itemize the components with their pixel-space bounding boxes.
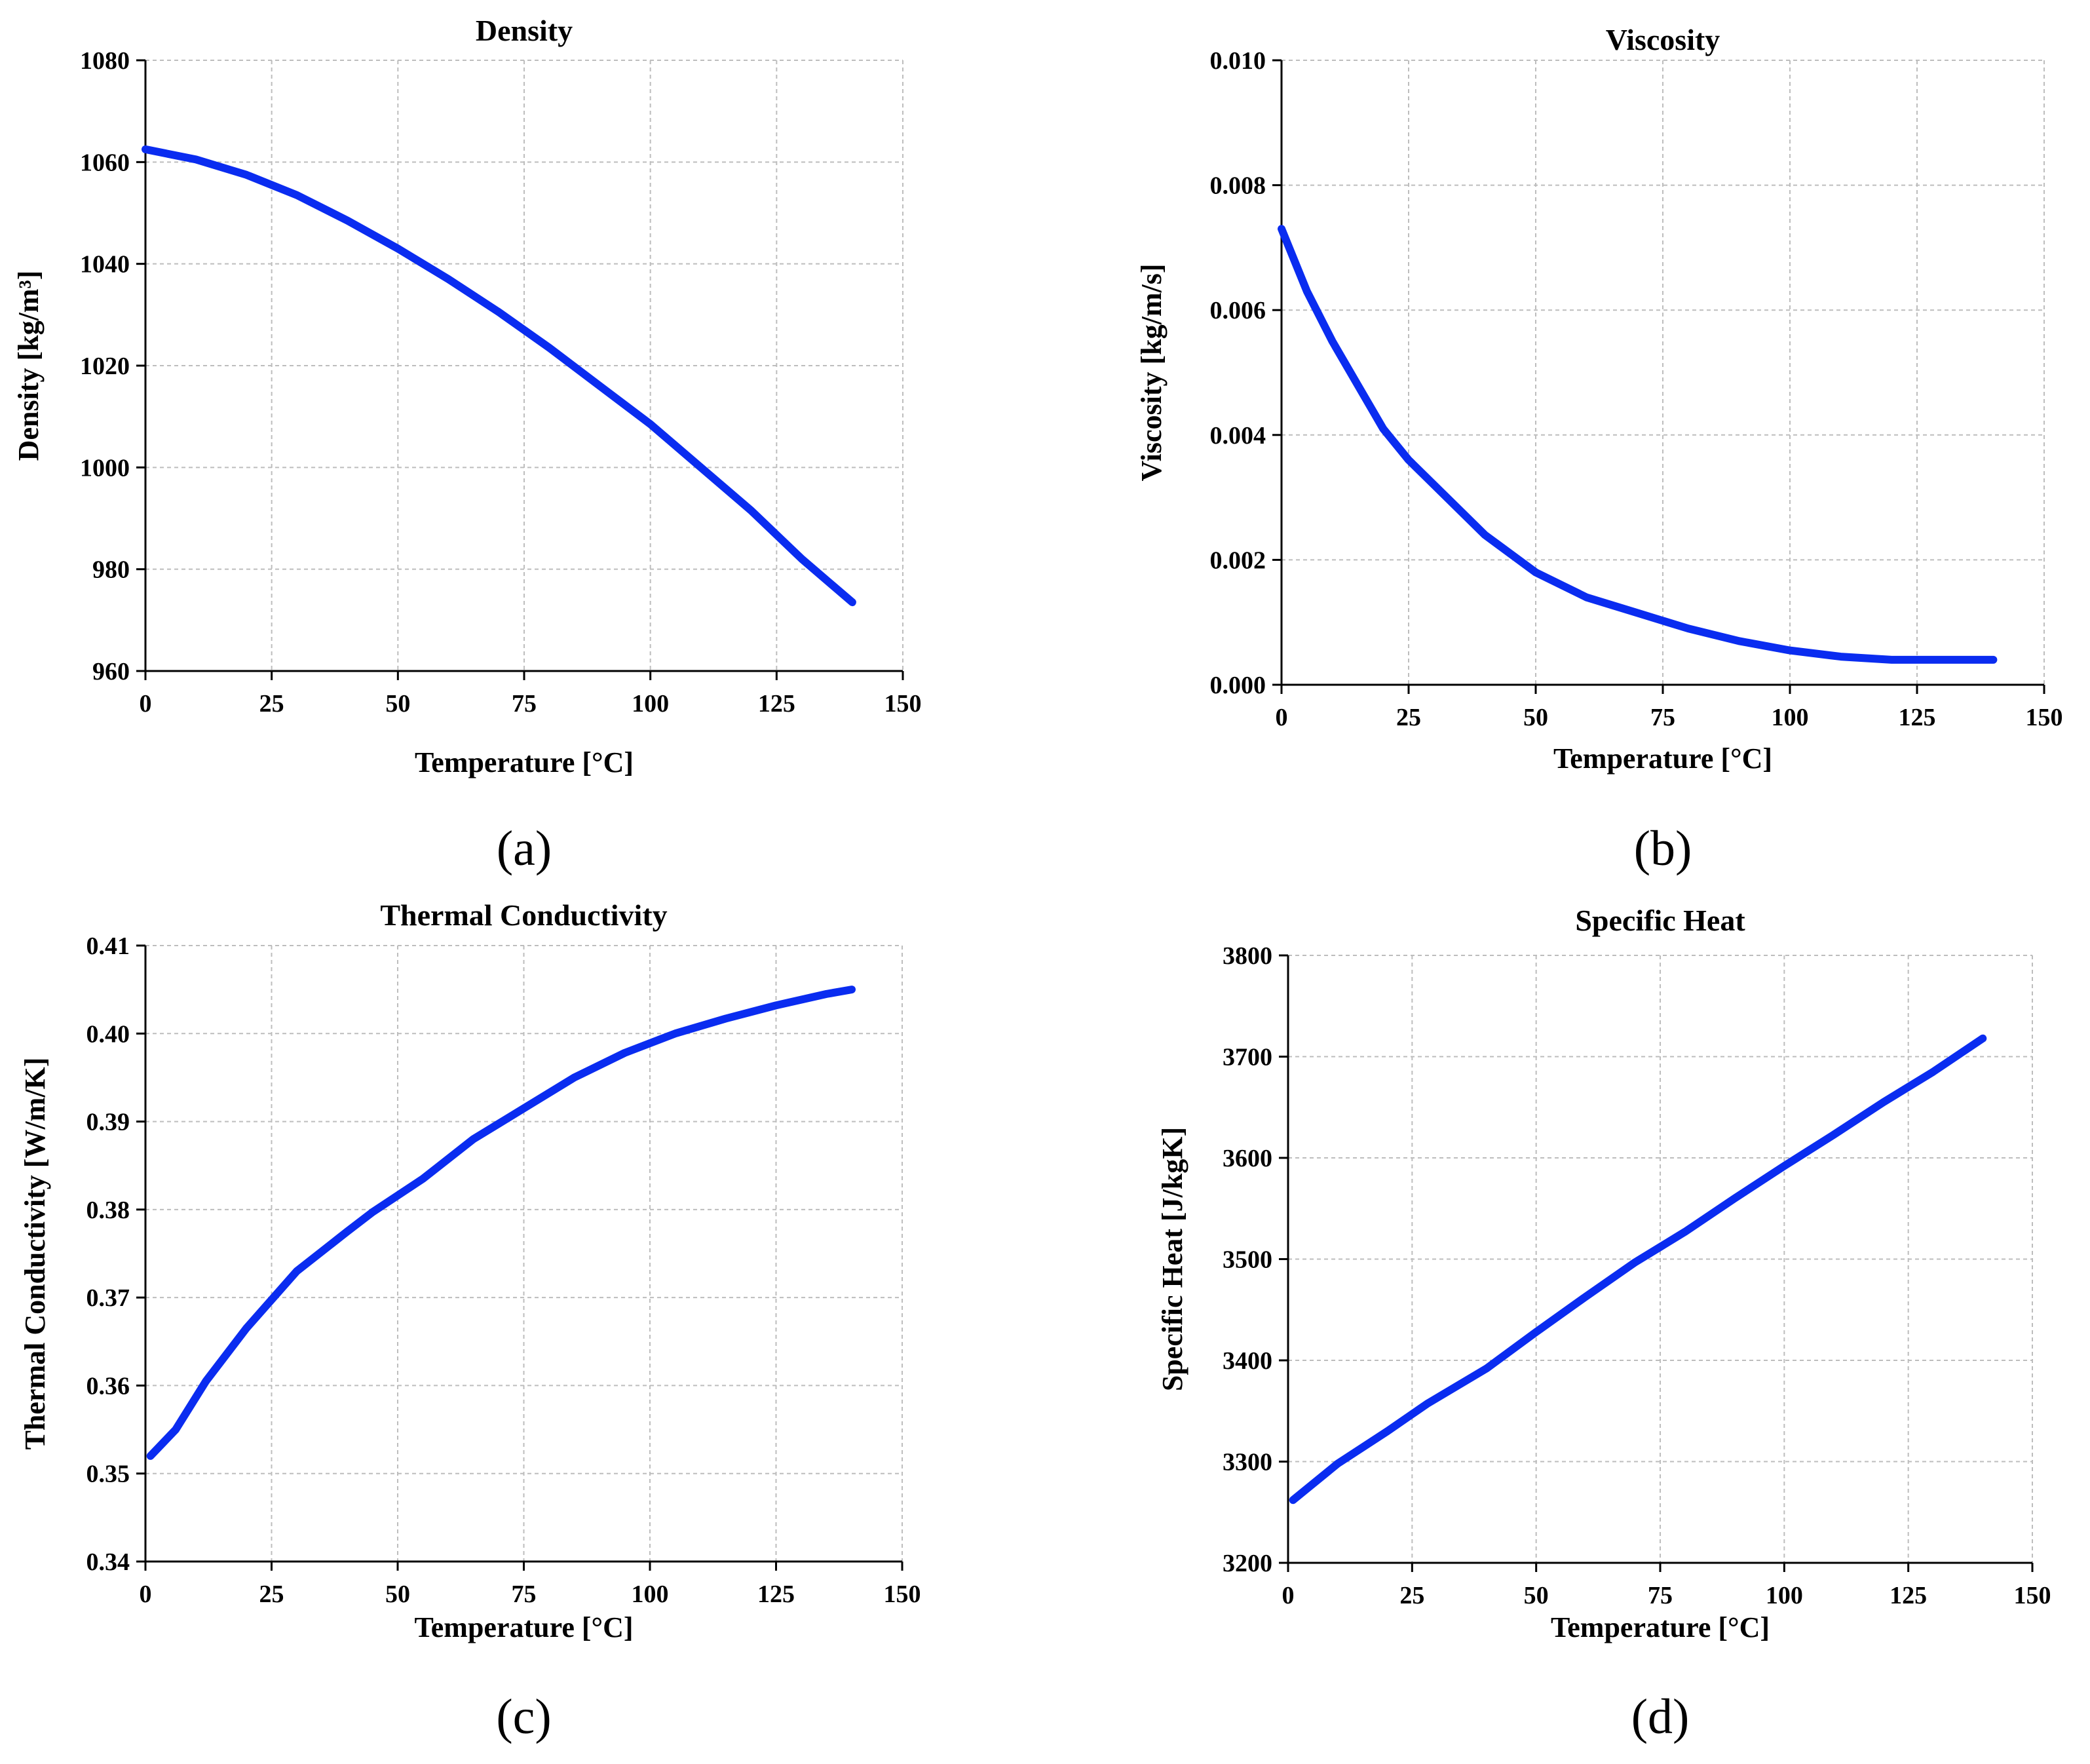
x-axis-label: Temperature [°C] — [415, 746, 634, 778]
panel-viscosity: Viscosity Temperature [°C] Viscosity [kg… — [1135, 23, 2063, 876]
chart-title: Specific Heat — [1575, 904, 1745, 937]
series-line — [142, 145, 856, 607]
x-tick-label: 100 — [1772, 704, 1809, 731]
x-tick-label: 0 — [140, 1581, 152, 1608]
x-axis-label: Temperature [°C] — [414, 1611, 633, 1643]
x-tick-label: 25 — [259, 1581, 284, 1608]
y-tick-label: 0.35 — [86, 1461, 130, 1488]
x-axis-label: Temperature [°C] — [1553, 742, 1772, 775]
panel-label: (a) — [497, 821, 552, 876]
y-tick-label: 0.36 — [86, 1372, 130, 1400]
y-axis-label: Density [kg/m³] — [12, 271, 45, 461]
x-tick-label: 0 — [1276, 704, 1288, 731]
y-tick-label: 1020 — [80, 353, 130, 380]
y-tick-label: 1040 — [80, 251, 130, 278]
series-line — [146, 986, 856, 1460]
grid — [145, 60, 903, 671]
y-tick-label: 3300 — [1223, 1449, 1272, 1476]
x-tick-label: 125 — [757, 1581, 795, 1608]
x-tick-label: 25 — [1396, 704, 1421, 731]
x-tick-label: 150 — [884, 1581, 921, 1608]
y-tick-label: 0.002 — [1210, 546, 1266, 574]
x-tick-label: 75 — [1648, 1582, 1673, 1609]
panel-thermal-conductivity: Thermal Conductivity Temperature [°C] Th… — [19, 898, 921, 1744]
x-tick-label: 150 — [2014, 1582, 2051, 1609]
x-tick-label: 100 — [632, 690, 669, 718]
y-tick-label: 960 — [92, 658, 130, 685]
x-tick-label: 150 — [884, 690, 922, 718]
y-tick-label: 0.010 — [1210, 47, 1266, 75]
x-tick-label: 50 — [385, 690, 410, 718]
chart-title: Thermal Conductivity — [380, 898, 667, 932]
x-tick-label: 50 — [1523, 704, 1548, 731]
x-tick-label: 100 — [632, 1581, 669, 1608]
y-tick-label: 980 — [92, 556, 130, 584]
y-tick-label: 1060 — [80, 149, 130, 176]
y-tick-label: 0.000 — [1210, 672, 1266, 699]
panel-label: (d) — [1631, 1689, 1690, 1744]
x-tick-label: 125 — [1899, 704, 1936, 731]
y-tick-label: 0.38 — [86, 1197, 130, 1224]
x-tick-label: 0 — [1282, 1582, 1295, 1609]
x-tick-label: 25 — [259, 690, 284, 718]
y-tick-label: 0.004 — [1210, 422, 1266, 450]
y-tick-label: 0.008 — [1210, 172, 1266, 200]
x-tick-label: 75 — [512, 690, 537, 718]
x-tick-label: 0 — [140, 690, 152, 718]
series-line — [1278, 225, 1998, 664]
y-tick-label: 0.006 — [1210, 297, 1266, 324]
y-tick-label: 0.39 — [86, 1109, 130, 1136]
y-tick-label: 3600 — [1223, 1145, 1272, 1172]
series-line — [1289, 1034, 1987, 1505]
y-tick-label: 3500 — [1223, 1246, 1272, 1274]
x-tick-label: 50 — [385, 1581, 410, 1608]
y-tick-label: 3700 — [1223, 1044, 1272, 1071]
panel-specific-heat: Specific Heat Temperature [°C] Specific … — [1156, 904, 2051, 1744]
chart-title: Density — [476, 14, 573, 47]
y-tick-label: 0.37 — [86, 1284, 130, 1312]
y-axis-label: Specific Heat [J/kgK] — [1156, 1127, 1188, 1391]
panel-label: (c) — [496, 1689, 551, 1744]
chart-title: Viscosity — [1606, 23, 1720, 56]
x-tick-label: 75 — [1650, 704, 1675, 731]
x-tick-label: 125 — [758, 690, 795, 718]
y-tick-label: 1080 — [80, 47, 130, 75]
y-tick-label: 3800 — [1223, 942, 1272, 970]
x-tick-label: 150 — [2026, 704, 2063, 731]
x-axis-label: Temperature [°C] — [1551, 1611, 1770, 1643]
y-axis-label: Viscosity [kg/m/s] — [1135, 263, 1168, 481]
grid — [1282, 60, 2045, 685]
x-tick-label: 25 — [1399, 1582, 1424, 1609]
y-tick-label: 3400 — [1223, 1347, 1272, 1375]
panel-density: Density Temperature [°C] Density [kg/m³]… — [12, 14, 922, 876]
y-axis-label: Thermal Conductivity [W/m/K] — [19, 1058, 51, 1450]
x-tick-label: 50 — [1524, 1582, 1549, 1609]
grid — [145, 945, 903, 1562]
x-tick-label: 100 — [1766, 1582, 1803, 1609]
grid — [1288, 955, 2033, 1563]
y-tick-label: 1000 — [80, 454, 130, 482]
y-tick-label: 0.40 — [86, 1020, 130, 1048]
y-tick-label: 0.34 — [86, 1548, 130, 1576]
y-tick-label: 0.41 — [86, 932, 130, 960]
x-tick-label: 75 — [512, 1581, 537, 1608]
y-tick-label: 3200 — [1223, 1550, 1272, 1577]
panel-label: (b) — [1634, 821, 1692, 876]
x-tick-label: 125 — [1890, 1582, 1927, 1609]
